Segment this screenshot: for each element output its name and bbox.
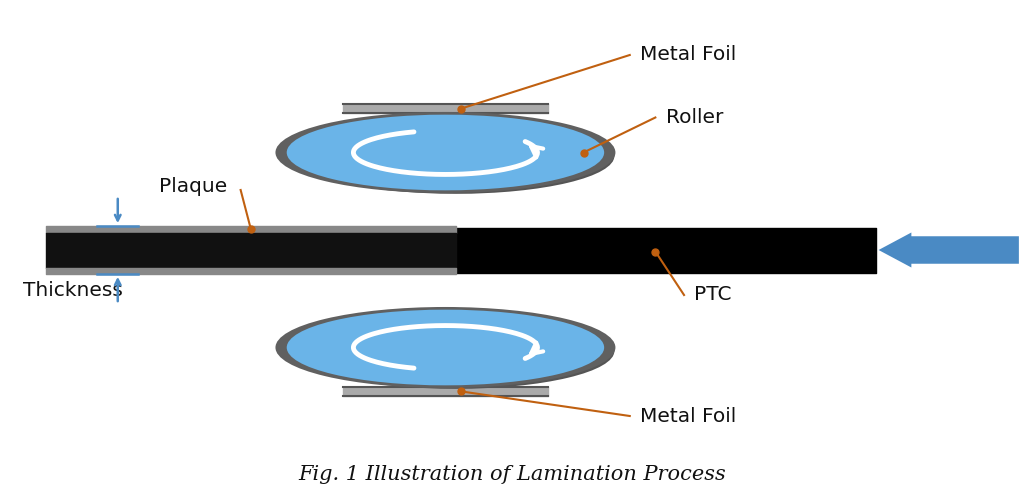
Text: PTC: PTC <box>694 286 732 304</box>
Ellipse shape <box>287 114 604 190</box>
Ellipse shape <box>297 118 614 194</box>
Text: Metal Foil: Metal Foil <box>640 46 736 64</box>
Text: Metal Foil: Metal Foil <box>640 406 736 426</box>
Text: Fig. 1 Illustration of Lamination Process: Fig. 1 Illustration of Lamination Proces… <box>298 465 726 484</box>
FancyArrow shape <box>879 232 1019 268</box>
Text: Plaque: Plaque <box>159 176 227 196</box>
Ellipse shape <box>297 313 614 389</box>
Text: Roller: Roller <box>666 108 723 127</box>
Ellipse shape <box>275 112 615 193</box>
Text: Thickness: Thickness <box>23 282 123 300</box>
Ellipse shape <box>287 310 604 386</box>
Ellipse shape <box>275 307 615 388</box>
